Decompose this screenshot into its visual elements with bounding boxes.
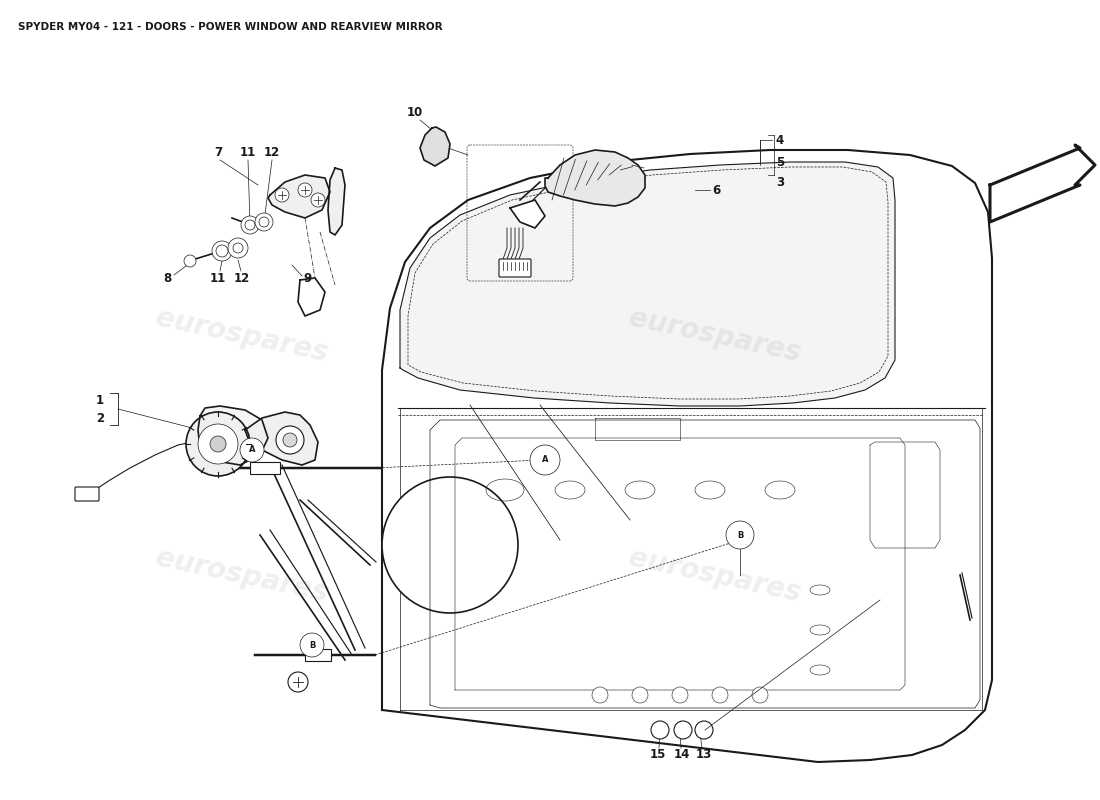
Circle shape	[752, 687, 768, 703]
Circle shape	[726, 521, 754, 549]
Circle shape	[651, 721, 669, 739]
Circle shape	[275, 188, 289, 202]
Circle shape	[298, 183, 312, 197]
Text: 12: 12	[264, 146, 280, 158]
Text: 15: 15	[650, 749, 667, 762]
FancyBboxPatch shape	[250, 462, 280, 474]
Circle shape	[198, 424, 238, 464]
Polygon shape	[382, 150, 992, 762]
Circle shape	[241, 216, 258, 234]
Circle shape	[212, 241, 232, 261]
Polygon shape	[328, 168, 345, 235]
Text: 10: 10	[407, 106, 424, 118]
FancyBboxPatch shape	[305, 649, 331, 661]
Polygon shape	[268, 175, 330, 218]
Polygon shape	[400, 162, 895, 406]
Circle shape	[311, 193, 324, 207]
Polygon shape	[510, 200, 544, 228]
Text: 1: 1	[96, 394, 104, 406]
Text: 6: 6	[712, 183, 720, 197]
Circle shape	[186, 412, 250, 476]
Text: 11: 11	[210, 271, 227, 285]
Text: 13: 13	[696, 749, 712, 762]
Text: SPYDER MY04 - 121 - DOORS - POWER WINDOW AND REARVIEW MIRROR: SPYDER MY04 - 121 - DOORS - POWER WINDOW…	[18, 22, 442, 32]
Text: 14: 14	[674, 749, 690, 762]
Circle shape	[382, 477, 518, 613]
Text: 11: 11	[240, 146, 256, 158]
Circle shape	[283, 433, 297, 447]
Circle shape	[530, 445, 560, 475]
Circle shape	[712, 687, 728, 703]
Polygon shape	[198, 406, 268, 465]
Polygon shape	[544, 150, 645, 206]
Circle shape	[210, 436, 225, 452]
Circle shape	[672, 687, 688, 703]
Text: B: B	[309, 641, 316, 650]
Circle shape	[288, 672, 308, 692]
Text: eurospares: eurospares	[153, 544, 331, 608]
Circle shape	[184, 255, 196, 267]
Text: 4: 4	[776, 134, 784, 146]
Circle shape	[258, 217, 270, 227]
Circle shape	[300, 633, 324, 657]
Circle shape	[228, 238, 248, 258]
Text: eurospares: eurospares	[153, 304, 331, 368]
Circle shape	[632, 687, 648, 703]
Text: 9: 9	[304, 271, 312, 285]
Circle shape	[592, 687, 608, 703]
Text: A: A	[249, 446, 255, 454]
Polygon shape	[990, 145, 1094, 222]
Text: 5: 5	[776, 155, 784, 169]
FancyBboxPatch shape	[499, 259, 531, 277]
Circle shape	[216, 245, 228, 257]
Text: 12: 12	[234, 271, 250, 285]
FancyBboxPatch shape	[75, 487, 99, 501]
Circle shape	[240, 438, 264, 462]
Text: eurospares: eurospares	[626, 544, 804, 608]
Circle shape	[695, 721, 713, 739]
Polygon shape	[420, 127, 450, 166]
Text: eurospares: eurospares	[626, 304, 804, 368]
Text: 3: 3	[776, 175, 784, 189]
Circle shape	[255, 213, 273, 231]
Circle shape	[245, 220, 255, 230]
Circle shape	[674, 721, 692, 739]
Polygon shape	[245, 412, 318, 465]
Circle shape	[276, 426, 304, 454]
Text: 2: 2	[96, 411, 104, 425]
Circle shape	[233, 243, 243, 253]
Polygon shape	[298, 278, 324, 316]
Text: A: A	[541, 455, 548, 465]
Text: 8: 8	[163, 271, 172, 285]
Text: B: B	[737, 530, 744, 539]
Text: 7: 7	[213, 146, 222, 158]
